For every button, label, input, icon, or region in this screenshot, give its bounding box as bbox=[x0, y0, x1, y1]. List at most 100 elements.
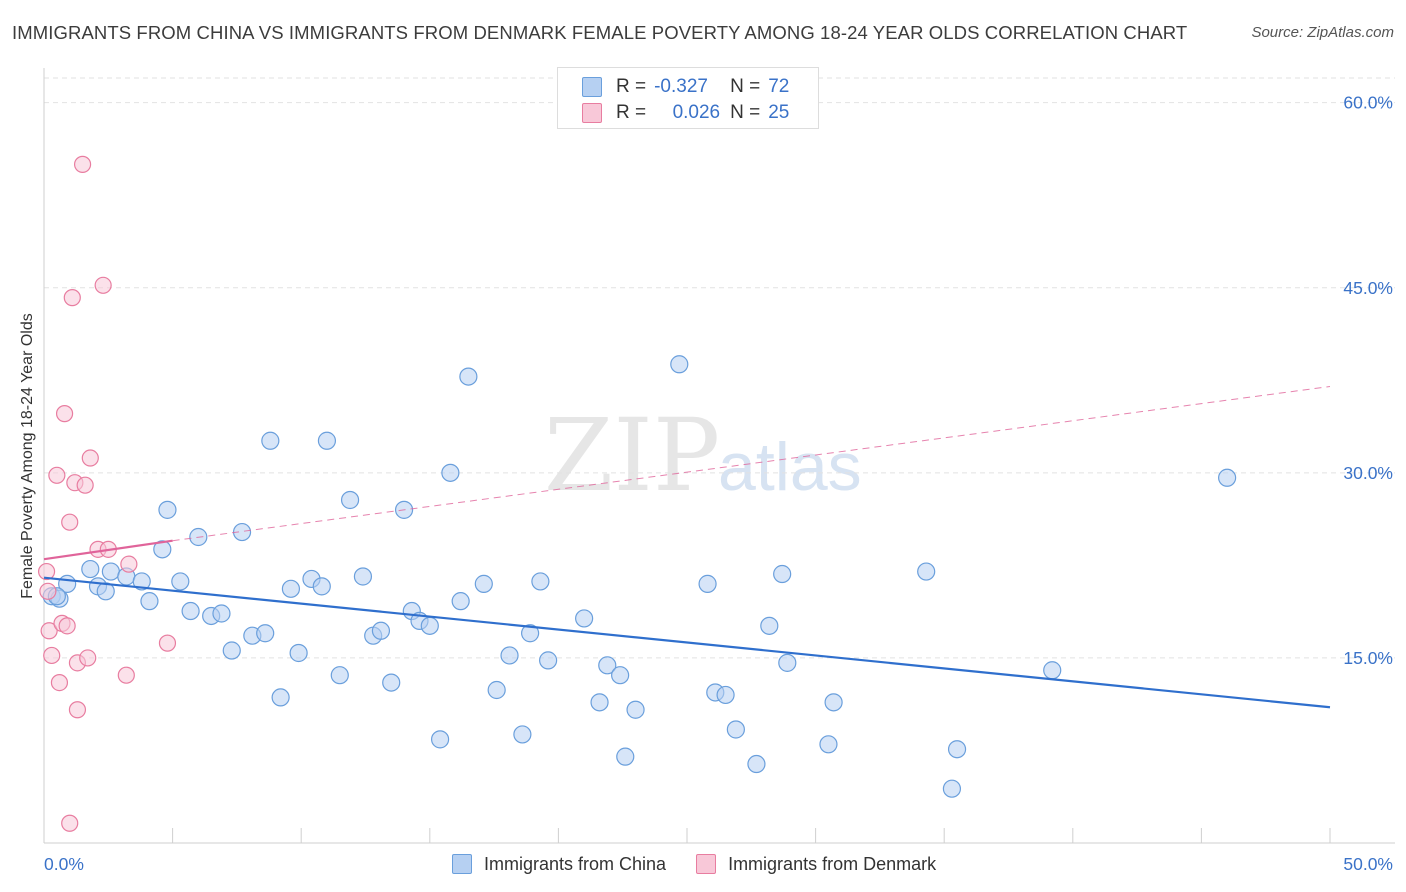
china-point bbox=[716, 685, 735, 705]
denmark-point bbox=[73, 155, 92, 173]
china-point bbox=[590, 693, 609, 712]
denmark-point bbox=[76, 476, 94, 494]
china-point bbox=[747, 754, 766, 774]
china-point bbox=[917, 562, 936, 581]
y-tick-label: 15.0% bbox=[1343, 648, 1393, 668]
denmark-point bbox=[43, 646, 61, 665]
china-swatch bbox=[452, 854, 472, 874]
china-point bbox=[430, 730, 450, 749]
denmark-swatch bbox=[696, 854, 717, 874]
y-tick-label: 30.0% bbox=[1343, 463, 1393, 483]
denmark-point bbox=[117, 666, 135, 684]
n-label: N = bbox=[730, 102, 761, 123]
r-label: R = bbox=[616, 76, 647, 97]
china-point bbox=[232, 522, 252, 542]
china-point bbox=[487, 680, 506, 700]
china-point bbox=[153, 540, 172, 559]
china-point bbox=[598, 656, 617, 675]
series-legend: Immigrants from China Immigrants from De… bbox=[452, 852, 966, 876]
china-point bbox=[340, 490, 360, 510]
denmark-point bbox=[81, 449, 99, 467]
china-point bbox=[420, 616, 439, 635]
r-value-china: -0.327 bbox=[654, 76, 708, 97]
china-point bbox=[222, 641, 241, 660]
legend-item-china: Immigrants from China bbox=[452, 854, 666, 875]
china-swatch bbox=[582, 77, 602, 97]
china-point bbox=[521, 624, 540, 643]
china-point bbox=[81, 559, 100, 579]
china-point bbox=[459, 367, 478, 386]
denmark-point bbox=[120, 555, 138, 573]
china-point bbox=[158, 500, 177, 519]
denmark-point bbox=[94, 276, 112, 294]
denmark-point bbox=[79, 649, 97, 667]
china-point bbox=[271, 688, 290, 707]
x-tick-label: 50.0% bbox=[1343, 854, 1393, 874]
denmark-point bbox=[61, 513, 79, 531]
r-label: R = bbox=[616, 102, 647, 123]
china-trend-line bbox=[43, 576, 1331, 709]
china-point bbox=[317, 431, 337, 450]
correlation-legend: R = -0.327 N = 72 R = 0.026 N = 25 bbox=[557, 67, 819, 129]
watermark-atlas: atlas bbox=[718, 429, 862, 505]
china-point bbox=[289, 643, 308, 663]
watermark-zip: ZIP bbox=[544, 397, 720, 514]
china-point bbox=[778, 653, 797, 672]
denmark-trend-line-extended bbox=[172, 385, 1331, 542]
r-value-denmark: 0.026 bbox=[672, 102, 721, 123]
y-tick-label: 60.0% bbox=[1343, 93, 1393, 113]
legend-row-china: R = -0.327 N = 72 bbox=[582, 75, 790, 99]
china-point bbox=[942, 779, 962, 798]
denmark-swatch bbox=[582, 103, 602, 123]
chart-title: IMMIGRANTS FROM CHINA VS IMMIGRANTS FROM… bbox=[12, 22, 1188, 43]
legend-row-denmark: R = 0.026 N = 25 bbox=[582, 101, 790, 125]
denmark-point bbox=[55, 405, 74, 423]
china-point bbox=[947, 740, 967, 759]
china-point bbox=[261, 431, 280, 450]
china-point bbox=[819, 735, 838, 754]
china-point bbox=[171, 572, 190, 591]
china-point bbox=[212, 604, 231, 623]
china-point bbox=[611, 666, 630, 685]
china-point bbox=[575, 609, 594, 628]
china-point bbox=[531, 572, 550, 591]
china-point bbox=[698, 574, 717, 593]
china-point bbox=[451, 592, 470, 611]
china-point bbox=[181, 601, 200, 621]
legend-label-china: Immigrants from China bbox=[484, 853, 667, 874]
china-point bbox=[616, 747, 635, 766]
china-point bbox=[824, 693, 843, 712]
china-point bbox=[726, 720, 745, 739]
denmark-point bbox=[61, 814, 79, 832]
china-point bbox=[626, 700, 645, 719]
china-point bbox=[670, 355, 689, 374]
china-point bbox=[513, 725, 532, 744]
china-point bbox=[140, 592, 159, 611]
china-point bbox=[474, 574, 493, 593]
denmark-trend-line bbox=[43, 539, 173, 561]
source-label: Source: ZipAtlas.com bbox=[1251, 24, 1394, 41]
china-point bbox=[382, 673, 401, 692]
china-point bbox=[1218, 468, 1237, 487]
china-point bbox=[773, 564, 792, 584]
china-point bbox=[353, 567, 373, 586]
denmark-point bbox=[158, 634, 177, 652]
china-point bbox=[330, 666, 349, 685]
n-value-denmark: 25 bbox=[768, 102, 790, 123]
china-point bbox=[96, 582, 115, 601]
n-label: N = bbox=[730, 76, 761, 97]
legend-item-denmark: Immigrants from Denmark bbox=[696, 854, 936, 875]
legend-label-denmark: Immigrants from Denmark bbox=[728, 853, 937, 874]
denmark-point bbox=[50, 673, 69, 692]
x-tick-label: 0.0% bbox=[44, 854, 84, 874]
denmark-point bbox=[58, 617, 76, 635]
china-point bbox=[312, 577, 331, 596]
china-point bbox=[256, 624, 275, 643]
n-value-china: 72 bbox=[768, 76, 790, 97]
denmark-point bbox=[48, 466, 66, 484]
china-point bbox=[101, 562, 120, 581]
denmark-point bbox=[37, 562, 56, 581]
china-point bbox=[500, 646, 519, 665]
china-point bbox=[760, 616, 779, 635]
